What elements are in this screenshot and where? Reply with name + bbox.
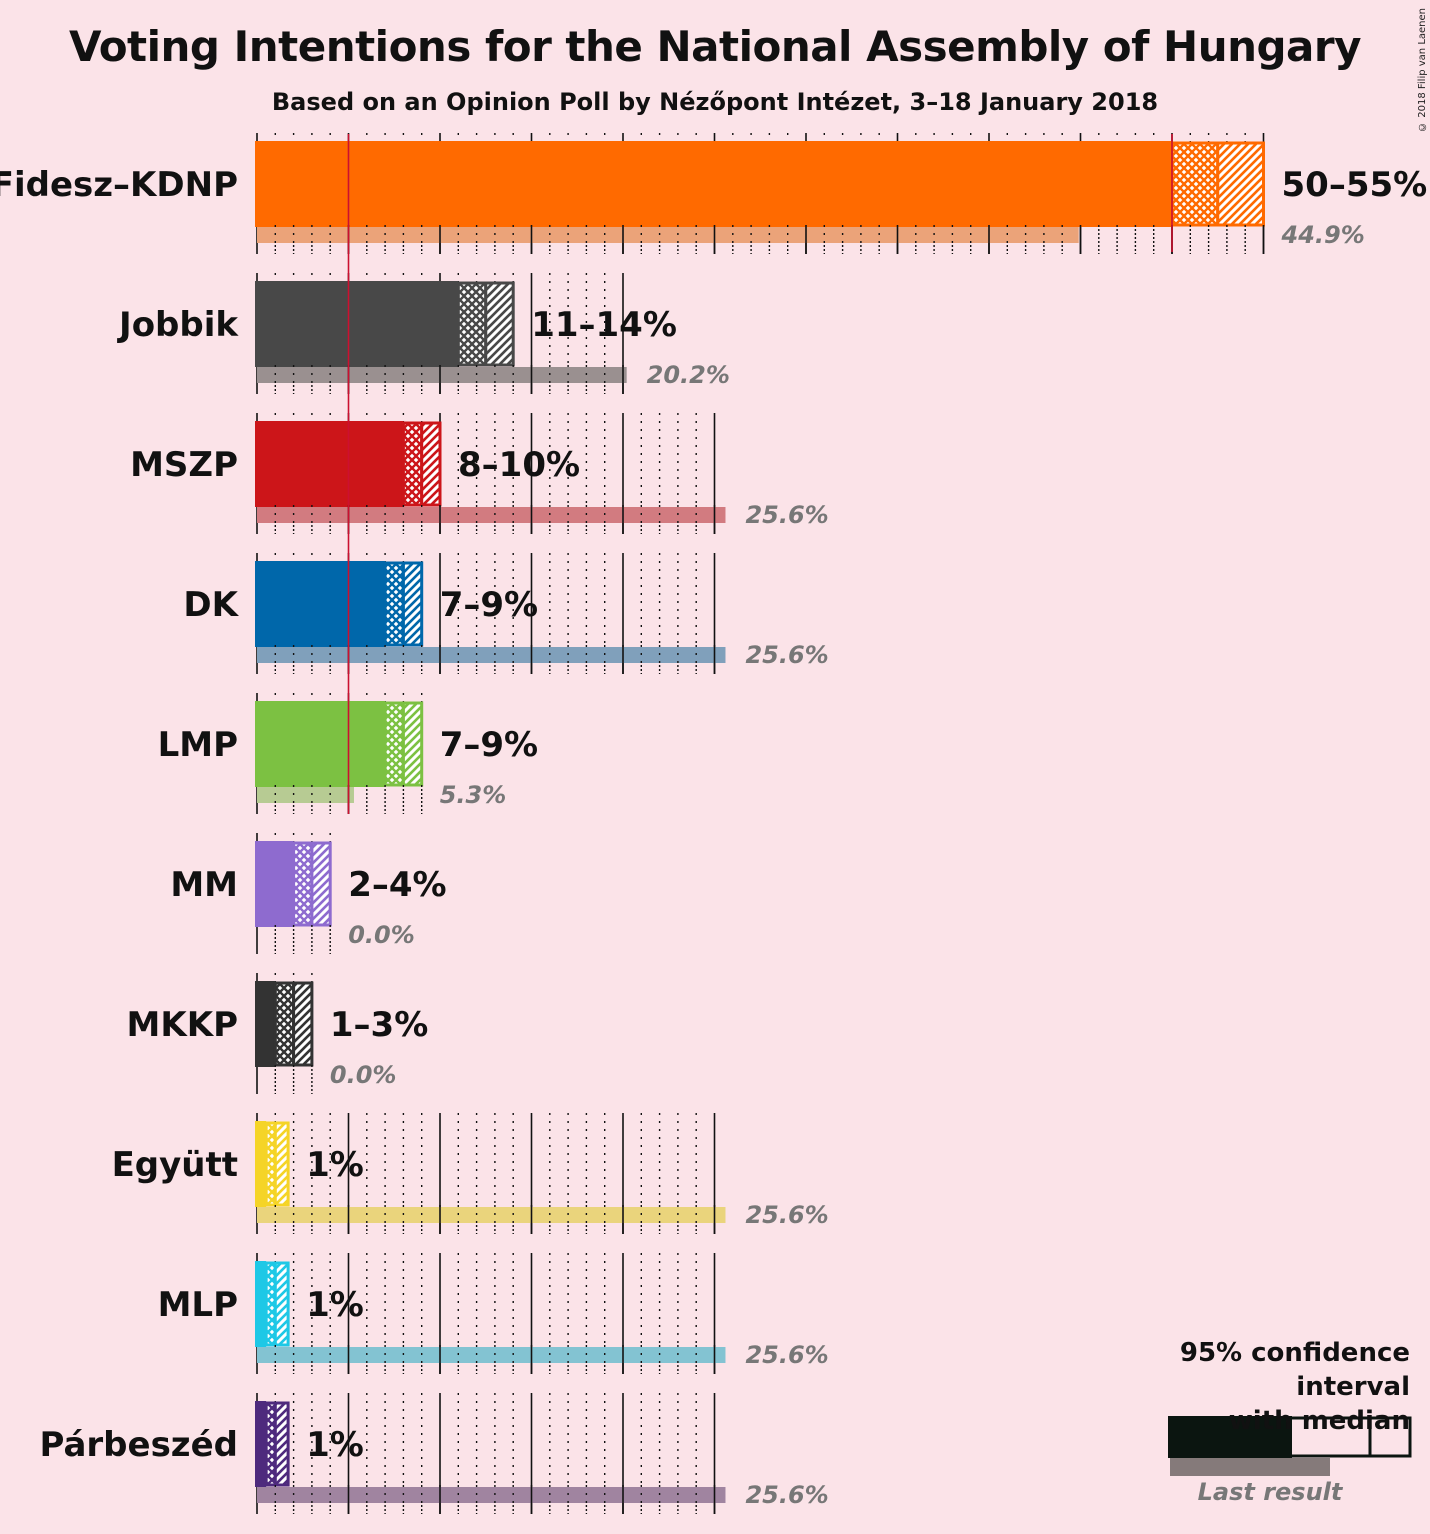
range-label: 1% <box>306 1425 364 1465</box>
party-row: Párbeszéd 1% 25.6% <box>39 1393 829 1514</box>
gridlines-over <box>274 1205 716 1234</box>
party-row: Jobbik 11–14% 20.2% <box>117 273 730 394</box>
party-name: MSZP <box>130 445 238 485</box>
last-result-bar <box>257 787 354 803</box>
chart-subtitle: Based on an Opinion Poll by Nézőpont Int… <box>271 88 1159 116</box>
last-result-label: 25.6% <box>745 641 828 669</box>
ci-upper-hatch <box>273 1121 290 1207</box>
last-result-label: 25.6% <box>745 501 828 529</box>
gridlines-over <box>274 1485 716 1514</box>
ci-low-bar <box>255 1261 267 1347</box>
range-label: 7–9% <box>440 585 538 625</box>
party-row: Együtt 1% 25.6% <box>112 1113 829 1234</box>
last-result-label: 44.9% <box>1281 221 1365 249</box>
gridlines-over <box>274 645 716 674</box>
last-result-label: 0.0% <box>330 1061 397 1089</box>
ci-upper-hatch <box>420 421 442 507</box>
ci-low-bar <box>255 1121 267 1207</box>
party-name: Jobbik <box>117 305 239 345</box>
last-result-label: 5.3% <box>440 781 507 809</box>
ci-low-bar <box>255 141 1172 227</box>
ci-low-bar <box>255 841 294 927</box>
last-result-bar <box>257 1207 726 1223</box>
ci-low-bar <box>255 981 276 1067</box>
range-label: 8–10% <box>458 445 580 485</box>
party-name: Együtt <box>112 1145 238 1185</box>
range-label: 1% <box>306 1145 364 1185</box>
ci-upper-hatch <box>401 701 424 787</box>
last-result-label: 25.6% <box>745 1201 828 1229</box>
party-name: MKKP <box>127 1005 238 1045</box>
ci-lower-hatch <box>383 701 405 787</box>
ci-low-bar <box>255 1401 267 1487</box>
ci-upper-hatch <box>401 561 424 647</box>
last-result-label: 25.6% <box>745 1341 828 1369</box>
ci-low-bar <box>255 421 404 507</box>
last-result-label: 0.0% <box>348 921 415 949</box>
party-name: DK <box>183 585 239 625</box>
legend-title: 95% confidence interval with median <box>1090 1336 1410 1438</box>
ci-upper-hatch <box>292 981 314 1067</box>
last-result-label: 20.2% <box>647 361 730 389</box>
party-name: Fidesz–KDNP <box>0 165 238 205</box>
legend-hatch <box>1368 1416 1412 1458</box>
ci-upper-hatch <box>1216 141 1265 227</box>
party-row: DK 7–9% 25.6% <box>183 553 829 674</box>
last-result-bar <box>257 1347 726 1363</box>
last-result-bar <box>257 647 726 663</box>
range-label: 1–3% <box>330 1005 428 1045</box>
ci-lower-hatch <box>292 841 314 927</box>
last-result-bar <box>257 367 627 383</box>
ci-low-bar <box>255 281 459 367</box>
legend-title-line1: 95% confidence interval <box>1179 1338 1410 1402</box>
range-label: 1% <box>306 1285 364 1325</box>
ci-low-bar <box>255 561 386 647</box>
ci-lower-hatch <box>1170 141 1220 227</box>
last-result-bar <box>257 507 726 523</box>
range-label: 50–55% <box>1282 165 1428 205</box>
gridlines-over <box>274 1345 716 1374</box>
party-name: LMP <box>158 725 238 765</box>
chart-title: Voting Intentions for the National Assem… <box>68 22 1362 71</box>
legend-last-result-bar <box>1170 1458 1330 1476</box>
party-name: MM <box>170 865 238 905</box>
gridlines-over <box>274 925 331 954</box>
legend-title-line2: with median <box>1228 1406 1410 1436</box>
ci-lower-hatch <box>456 281 488 367</box>
ci-lower-hatch <box>401 421 424 507</box>
party-name: MLP <box>158 1285 238 1325</box>
ci-lower-hatch <box>273 981 296 1067</box>
party-row: MSZP 8–10% 25.6% <box>130 413 829 534</box>
legend-solid-bar <box>1168 1416 1292 1458</box>
gridlines-over <box>274 1065 313 1094</box>
party-row: Fidesz–KDNP 50–55% 44.9% <box>0 133 1427 254</box>
ci-upper-hatch <box>273 1261 290 1347</box>
legend-last-result: Last result <box>1197 1478 1343 1506</box>
party-row: MKKP 1–3% 0.0% <box>127 973 428 1094</box>
range-label: 7–9% <box>440 725 538 765</box>
ci-low-bar <box>255 701 386 787</box>
last-result-label: 25.6% <box>745 1481 828 1509</box>
party-row: LMP 7–9% 5.3% <box>158 693 538 814</box>
range-label: 11–14% <box>531 305 677 345</box>
ci-upper-hatch <box>273 1401 290 1487</box>
party-name: Párbeszéd <box>39 1425 238 1465</box>
ci-upper-hatch <box>310 841 332 927</box>
range-label: 2–4% <box>348 865 446 905</box>
last-result-bar <box>257 1487 726 1503</box>
party-row: MLP 1% 25.6% <box>158 1253 829 1374</box>
last-result-bar <box>257 227 1079 243</box>
gridlines-over <box>274 505 716 534</box>
ci-lower-hatch <box>383 561 405 647</box>
ci-upper-hatch <box>484 281 515 367</box>
party-row: MM 2–4% 0.0% <box>170 833 447 954</box>
